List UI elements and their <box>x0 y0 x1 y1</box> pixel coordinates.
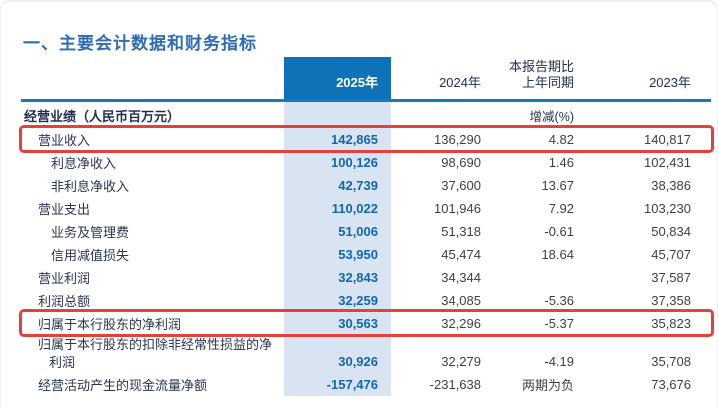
table-body: 营业收入 142,865 136,290 4.82 140,817 利息净收入 … <box>19 125 714 396</box>
cell-2025: 53,950 <box>284 243 391 266</box>
cell-2024: -231,638 <box>429 377 481 392</box>
row-label: 非利息净收入 <box>51 179 130 194</box>
cell-2024: 32,279 <box>441 354 481 369</box>
row-label: 归属于本行股东的净利润 <box>38 317 182 332</box>
cell-2024: 136,290 <box>434 132 481 147</box>
section-label: 经营业绩（人民币百万元） <box>24 108 181 124</box>
cell-2025: 32,843 <box>284 266 391 289</box>
table-row: 信用减值损失 53,950 45,474 18.64 45,707 <box>21 243 711 266</box>
row-label: 经营活动产生的现金流量净额 <box>38 378 208 393</box>
row-label: 信用减值损失 <box>51 248 130 263</box>
col-header-change-line2: 上年同期 <box>521 75 574 90</box>
row-label: 利息净收入 <box>51 156 117 171</box>
cell-change: 18.64 <box>541 247 574 262</box>
cell-2023: 35,708 <box>651 354 691 369</box>
band-cell <box>284 102 391 128</box>
change-unit-label: 增减(%) <box>529 109 574 124</box>
cell-2025: 42,739 <box>284 174 391 197</box>
cell-change: 13.67 <box>541 178 574 193</box>
cell-2023: 45,707 <box>651 247 691 262</box>
cell-2024: 45,474 <box>441 247 481 262</box>
table-header-row: 2025年 2024年 本报告期比 上年同期 2023年 <box>21 57 711 102</box>
section-row: 经营业绩（人民币百万元） 增减(%) <box>21 102 711 128</box>
cell-2023: 37,358 <box>651 293 691 308</box>
cell-change: -5.36 <box>544 293 574 308</box>
row-label: 业务及管理费 <box>51 225 130 240</box>
col-header-2023: 2023年 <box>649 75 691 90</box>
cell-2024: 34,344 <box>441 270 481 285</box>
cell-2023: 140,817 <box>644 132 691 147</box>
cell-2025: 110,022 <box>284 197 391 220</box>
table-row: 归属于本行股东的扣除非经常性损益的净利润 30,926 32,279 -4.19… <box>21 335 711 373</box>
cell-change: -0.61 <box>544 224 574 239</box>
cell-2024: 37,600 <box>441 178 481 193</box>
cell-2024: 101,946 <box>434 201 481 216</box>
cell-2024: 51,318 <box>441 224 481 239</box>
col-header-change-line1: 本报告期比 <box>508 59 574 74</box>
table-row: 经营活动产生的现金流量净额 -157,476 -231,638 两期为负 73,… <box>21 373 711 396</box>
cell-change: 4.82 <box>548 132 574 147</box>
table-row: 归属于本行股东的净利润 30,563 32,296 -5.37 35,823 <box>19 309 714 337</box>
cell-2025: 30,563 <box>284 312 391 335</box>
cell-2025: 51,006 <box>284 220 391 243</box>
table-row: 利润总额 32,259 34,085 -5.36 37,358 <box>21 289 711 312</box>
cell-2025: 30,926 <box>284 335 391 373</box>
table-row: 营业收入 142,865 136,290 4.82 140,817 <box>19 125 714 153</box>
col-header-2025: 2025年 <box>284 57 391 99</box>
cell-2023: 102,431 <box>644 155 691 170</box>
row-label: 营业利润 <box>38 271 91 286</box>
cell-2024: 32,296 <box>441 316 481 331</box>
cell-2023: 35,823 <box>651 316 691 331</box>
cell-2023: 73,676 <box>651 377 691 392</box>
row-label: 营业支出 <box>38 202 91 217</box>
col-header-change: 本报告期比 上年同期 <box>481 59 574 99</box>
cell-2025: 32,259 <box>284 289 391 312</box>
cell-2023: 37,587 <box>651 270 691 285</box>
cell-change: 7.92 <box>548 201 574 216</box>
cell-2023: 50,834 <box>651 224 691 239</box>
cell-change: 两期为负 <box>521 378 574 393</box>
cell-change: 1.46 <box>548 155 574 170</box>
cell-change: -5.37 <box>544 316 574 331</box>
row-label: 利润总额 <box>38 294 91 309</box>
table-row: 业务及管理费 51,006 51,318 -0.61 50,834 <box>21 220 711 243</box>
cell-2023: 38,386 <box>651 178 691 193</box>
cell-2025: 100,126 <box>284 151 391 174</box>
table-row: 营业利润 32,843 34,344 37,587 <box>21 266 711 289</box>
page-title: 一、主要会计数据和财务指标 <box>23 34 257 53</box>
cell-2023: 103,230 <box>644 201 691 216</box>
table-row: 营业支出 110,022 101,946 7.92 103,230 <box>21 197 711 220</box>
table-row: 非利息净收入 42,739 37,600 13.67 38,386 <box>21 174 711 197</box>
row-label: 归属于本行股东的扣除非经常性损益的净利润 <box>38 337 273 370</box>
cell-2025: -157,476 <box>284 373 391 396</box>
col-header-2024: 2024年 <box>439 75 481 90</box>
cell-2024: 34,085 <box>441 293 481 308</box>
cell-2025: 142,865 <box>284 128 391 151</box>
cell-change: -4.19 <box>544 354 574 369</box>
cell-2024: 98,690 <box>441 155 481 170</box>
table-row: 利息净收入 100,126 98,690 1.46 102,431 <box>21 151 711 174</box>
row-label: 营业收入 <box>38 133 91 148</box>
financial-table: 2025年 2024年 本报告期比 上年同期 2023年 经营业绩（人民币百万元… <box>19 57 714 396</box>
